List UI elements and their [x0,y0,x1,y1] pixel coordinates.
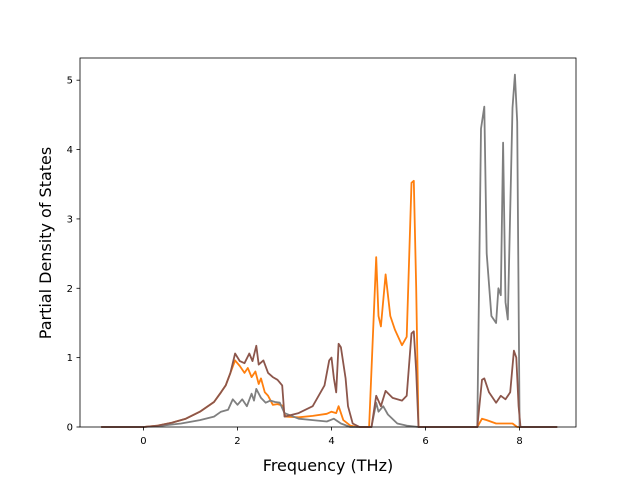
series-line-3 [101,330,558,428]
y-tick-label: 2 [67,284,73,295]
axes-frame [79,57,577,428]
series-layer [101,73,558,428]
y-tick-label: 0 [67,423,73,434]
y-tick-label: 3 [67,214,73,225]
y-tick-label: 5 [67,76,73,87]
x-tick-label: 0 [140,436,146,447]
x-ticks: 0 2 4 6 8 [140,427,523,447]
x-axis-label: Frequency (THz) [263,456,393,475]
y-tick-label: 1 [67,353,73,364]
x-tick-label: 2 [234,436,240,447]
x-tick-label: 6 [422,436,428,447]
y-tick-label: 4 [67,145,73,156]
y-axis-label: Partial Density of States [36,147,55,339]
series-line-2 [101,73,558,428]
x-tick-label: 4 [328,436,334,447]
x-tick-label: 8 [516,436,522,447]
y-ticks: 0 1 2 3 4 5 [67,76,80,434]
